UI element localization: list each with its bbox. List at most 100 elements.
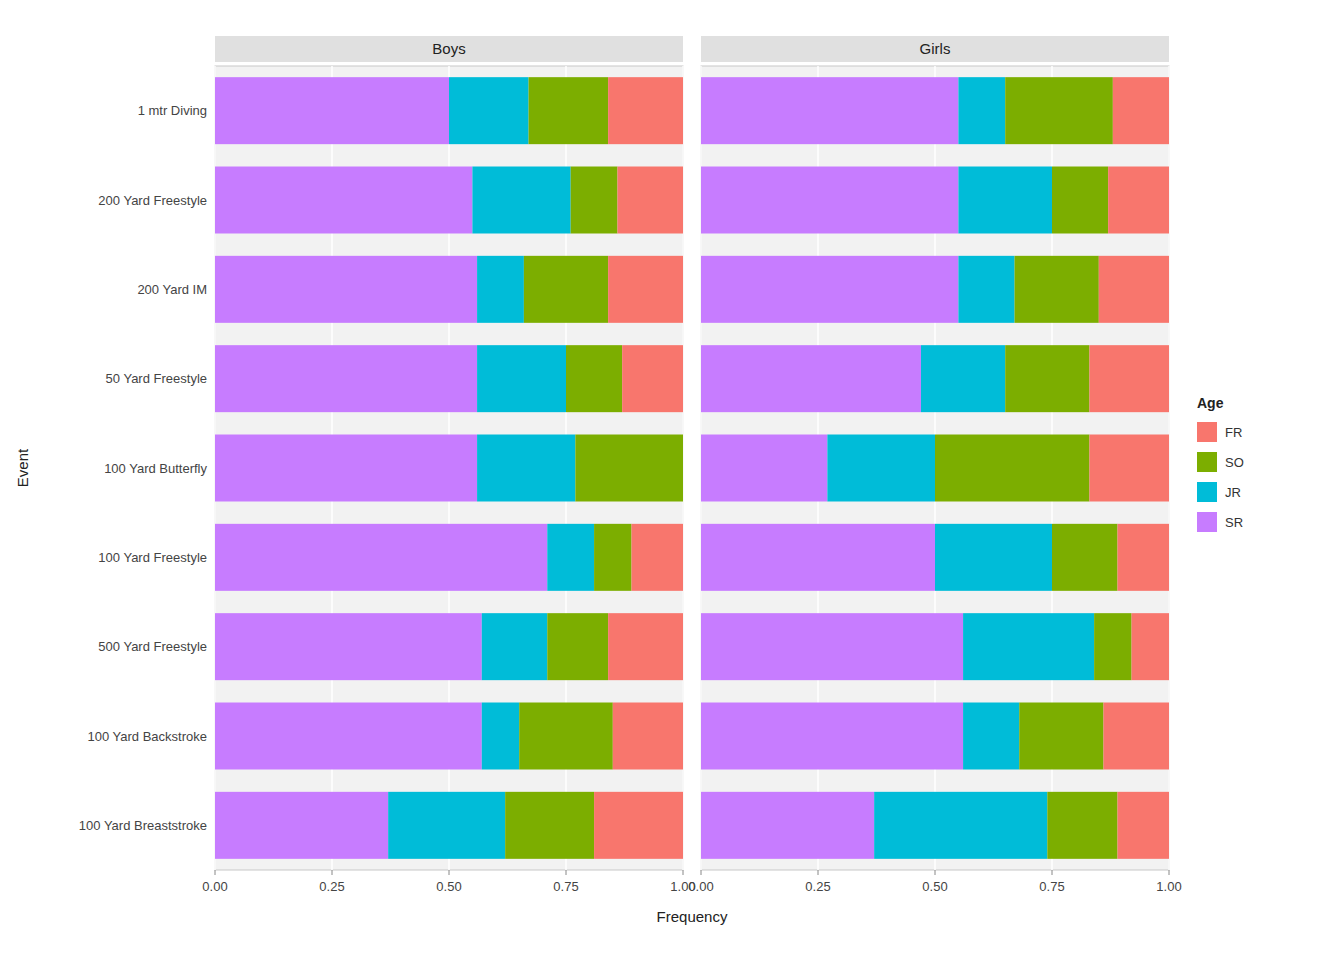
legend-label: JR [1225, 485, 1241, 500]
bar-segment: 100 Yard Backstroke — SO: 0.18 [1019, 703, 1103, 770]
bar-segment: 200 Yard IM — SO: 0.18 [1015, 256, 1099, 323]
bar-segment: 500 Yard Freestyle — FR: 0.08 [1132, 613, 1169, 680]
tick-mark [935, 870, 936, 875]
y-tick-label: 100 Yard Butterfly [104, 461, 207, 476]
bar-segment: 100 Yard Freestyle — SO: 0.14 [1052, 524, 1118, 591]
bar-segment: 50 Yard Freestyle — JR: 0.18 [921, 345, 1005, 412]
bar-segment: 50 Yard Freestyle — SR: 0.56 [215, 345, 477, 412]
bars: 1 mtr Diving — SR: 0.551 mtr Diving — JR… [701, 77, 1169, 859]
bar-segment: 200 Yard IM — SR: 0.56 [215, 256, 477, 323]
bar-segment: 1 mtr Diving — SO: 0.17 [529, 77, 609, 144]
bar-segment: 1 mtr Diving — FR: 0.16 [608, 77, 683, 144]
tick-mark [1052, 870, 1053, 875]
bar-segment: 100 Yard Backstroke — FR: 0.15 [613, 703, 683, 770]
bar-segment: 100 Yard Backstroke — JR: 0.12 [963, 703, 1019, 770]
bar-segment: 100 Yard Breaststroke — SR: 0.37 [215, 792, 388, 859]
bar-segment: 100 Yard Breaststroke — FR: 0.11 [1118, 792, 1169, 859]
bar-segment: 50 Yard Freestyle — SR: 0.47 [701, 345, 921, 412]
legend: AgeFRSOJRSR [1197, 395, 1244, 532]
bar-segment: 200 Yard IM — FR: 0.15 [1099, 256, 1169, 323]
chart: Boys 0.00 0.25 0.50 0.75 1.00 1 mtr Diving — S… [0, 0, 1344, 960]
bar-segment: 1 mtr Diving — SR: 0.5 [215, 77, 449, 144]
y-tick-label: 200 Yard Freestyle [98, 193, 207, 208]
bar-segment: 50 Yard Freestyle — SO: 0.18 [1005, 345, 1089, 412]
legend-swatch [1197, 452, 1217, 472]
bar-segment: 200 Yard Freestyle — FR: 0.13 [1108, 167, 1169, 234]
x-tick-label: 0.25 [319, 879, 344, 894]
x-tick-label: 0.75 [1039, 879, 1064, 894]
y-tick-label: 500 Yard Freestyle [98, 639, 207, 654]
legend-label: FR [1225, 425, 1242, 440]
tick-mark [215, 870, 216, 875]
bar-segment: 100 Yard Freestyle — SR: 0.5 [701, 524, 935, 591]
bar-segment: 100 Yard Butterfly — SO: 0.23 [575, 435, 683, 502]
bar-segment: 1 mtr Diving — JR: 0.17 [449, 77, 529, 144]
panel-title: Boys [432, 40, 465, 57]
bar-segment: 100 Yard Breaststroke — SO: 0.15 [1047, 792, 1117, 859]
bar-segment: 200 Yard Freestyle — SR: 0.55 [701, 167, 958, 234]
panel: Boys0.000.250.500.751.001 mtr Diving — S… [79, 36, 696, 894]
bar-segment: 500 Yard Freestyle — SR: 0.57 [215, 613, 482, 680]
x-tick-label: 0.50 [922, 879, 947, 894]
x-tick-label: 0.00 [688, 879, 713, 894]
bar-segment: 200 Yard Freestyle — JR: 0.2 [958, 167, 1052, 234]
bar-segment: 100 Yard Freestyle — FR: 0.11 [632, 524, 683, 591]
y-tick-label: 100 Yard Freestyle [98, 550, 207, 565]
bar-segment: 50 Yard Freestyle — FR: 0.17 [1089, 345, 1169, 412]
y-tick-label: 50 Yard Freestyle [106, 371, 207, 386]
bar-segment: 100 Yard Backstroke — SR: 0.57 [215, 703, 482, 770]
bar-segment: 100 Yard Breaststroke — FR: 0.19 [594, 792, 683, 859]
x-tick-label: 0.00 [202, 879, 227, 894]
bar-segment: 100 Yard Butterfly — SR: 0.56 [215, 435, 477, 502]
bar-segment: 100 Yard Freestyle — JR: 0.25 [935, 524, 1052, 591]
y-axis-label: Event [14, 448, 31, 487]
bar-segment: 100 Yard Butterfly — SO: 0.33 [935, 435, 1089, 502]
panel: Girls0.000.250.500.751.001 mtr Diving — … [688, 36, 1181, 894]
bar-segment: 100 Yard Butterfly — FR: 0 [683, 435, 684, 502]
bar-segment: 200 Yard Freestyle — JR: 0.21 [472, 167, 570, 234]
title-strip [701, 36, 1169, 62]
bar-segment: 1 mtr Diving — SR: 0.55 [701, 77, 958, 144]
legend-swatch [1197, 512, 1217, 532]
bar-segment: 50 Yard Freestyle — JR: 0.19 [477, 345, 566, 412]
tick-mark [818, 870, 819, 875]
bar-segment: 100 Yard Butterfly — JR: 0.21 [477, 435, 575, 502]
tick-mark [449, 870, 450, 875]
bar-segment: 200 Yard IM — JR: 0.1 [477, 256, 524, 323]
bar-segment: 200 Yard IM — FR: 0.16 [608, 256, 683, 323]
plot-area [215, 66, 683, 870]
title-strip [215, 36, 683, 62]
bar-segment: 200 Yard Freestyle — SR: 0.55 [215, 167, 472, 234]
bars: 1 mtr Diving — SR: 0.51 mtr Diving — JR:… [215, 77, 683, 859]
bar-segment: 1 mtr Diving — FR: 0.12 [1113, 77, 1169, 144]
bar-segment: 500 Yard Freestyle — JR: 0.28 [963, 613, 1094, 680]
bar-segment: 500 Yard Freestyle — SR: 0.56 [701, 613, 963, 680]
bar-segment: 100 Yard Backstroke — JR: 0.08 [482, 703, 519, 770]
legend-label: SR [1225, 515, 1243, 530]
x-tick-label: 0.25 [805, 879, 830, 894]
x-tick-label: 0.50 [436, 879, 461, 894]
bar-segment: 100 Yard Butterfly — JR: 0.23 [827, 435, 935, 502]
bar-segment: 1 mtr Diving — SO: 0.23 [1005, 77, 1113, 144]
legend-swatch [1197, 482, 1217, 502]
bar-segment: 1 mtr Diving — JR: 0.1 [958, 77, 1005, 144]
bar-segment: 500 Yard Freestyle — FR: 0.16 [608, 613, 683, 680]
bar-segment: 100 Yard Breaststroke — SO: 0.19 [505, 792, 594, 859]
bar-segment: 100 Yard Backstroke — SR: 0.56 [701, 703, 963, 770]
x-axis-label: Frequency [657, 908, 728, 925]
bar-segment: 200 Yard Freestyle — SO: 0.1 [571, 167, 618, 234]
bar-segment: 100 Yard Butterfly — FR: 0.17 [1089, 435, 1169, 502]
bar-segment: 200 Yard Freestyle — SO: 0.12 [1052, 167, 1108, 234]
bar-segment: 50 Yard Freestyle — SO: 0.12 [566, 345, 622, 412]
x-tick-label: 1.00 [1156, 879, 1181, 894]
y-tick-label: 1 mtr Diving [138, 103, 207, 118]
legend-swatch [1197, 422, 1217, 442]
tick-mark [1169, 870, 1170, 875]
bar-segment: 500 Yard Freestyle — SO: 0.13 [547, 613, 608, 680]
y-tick-label: 100 Yard Backstroke [88, 729, 207, 744]
tick-mark [683, 870, 684, 875]
bar-segment: 500 Yard Freestyle — JR: 0.14 [482, 613, 548, 680]
bar-segment: 100 Yard Backstroke — SO: 0.2 [519, 703, 613, 770]
bar-segment: 500 Yard Freestyle — SO: 0.08 [1094, 613, 1131, 680]
tick-mark [332, 870, 333, 875]
